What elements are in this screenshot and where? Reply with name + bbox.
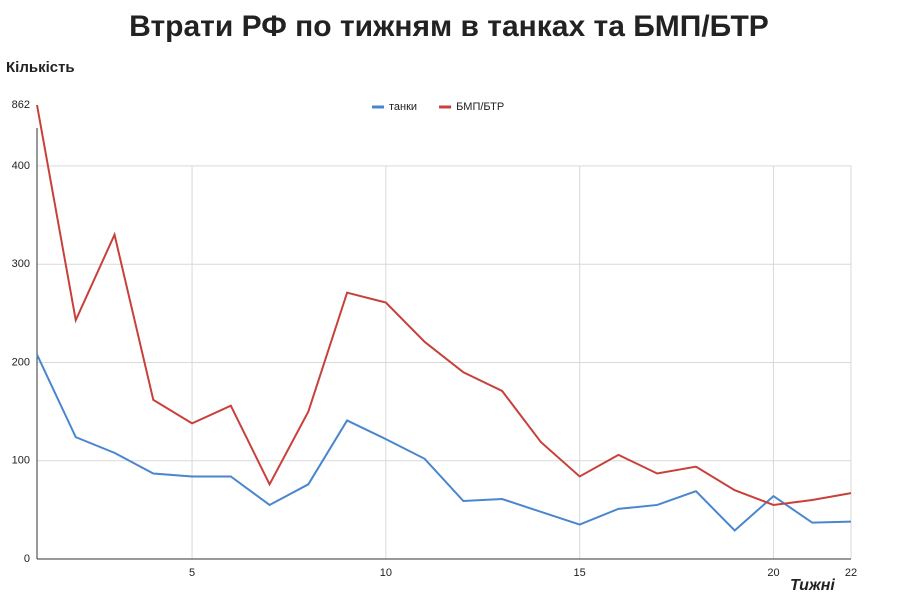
x-axis-label: Тижні bbox=[790, 577, 835, 594]
y-tick-label: 300 bbox=[12, 258, 30, 270]
x-tick-label: 20 bbox=[767, 567, 779, 579]
y-tick-label: 862 bbox=[12, 99, 30, 111]
legend-label: танки bbox=[389, 101, 417, 113]
series-line bbox=[36, 354, 852, 532]
y-axis-label: Кількість bbox=[6, 59, 75, 76]
legend-label: БМП/БТР bbox=[456, 101, 504, 113]
x-tick-label: 22 bbox=[845, 567, 857, 579]
x-tick-label: 5 bbox=[189, 567, 195, 579]
y-tick-label: 0 bbox=[24, 553, 30, 565]
y-tick-label: 400 bbox=[12, 160, 30, 172]
series-line bbox=[36, 104, 852, 506]
x-tick-label: 15 bbox=[574, 567, 586, 579]
x-tick-label: 10 bbox=[380, 567, 392, 579]
chart-title: Втрати РФ по тижням в танках та БМП/БТР bbox=[129, 10, 769, 43]
y-tick-label: 200 bbox=[12, 356, 30, 368]
y-tick-label: 100 bbox=[12, 455, 30, 467]
